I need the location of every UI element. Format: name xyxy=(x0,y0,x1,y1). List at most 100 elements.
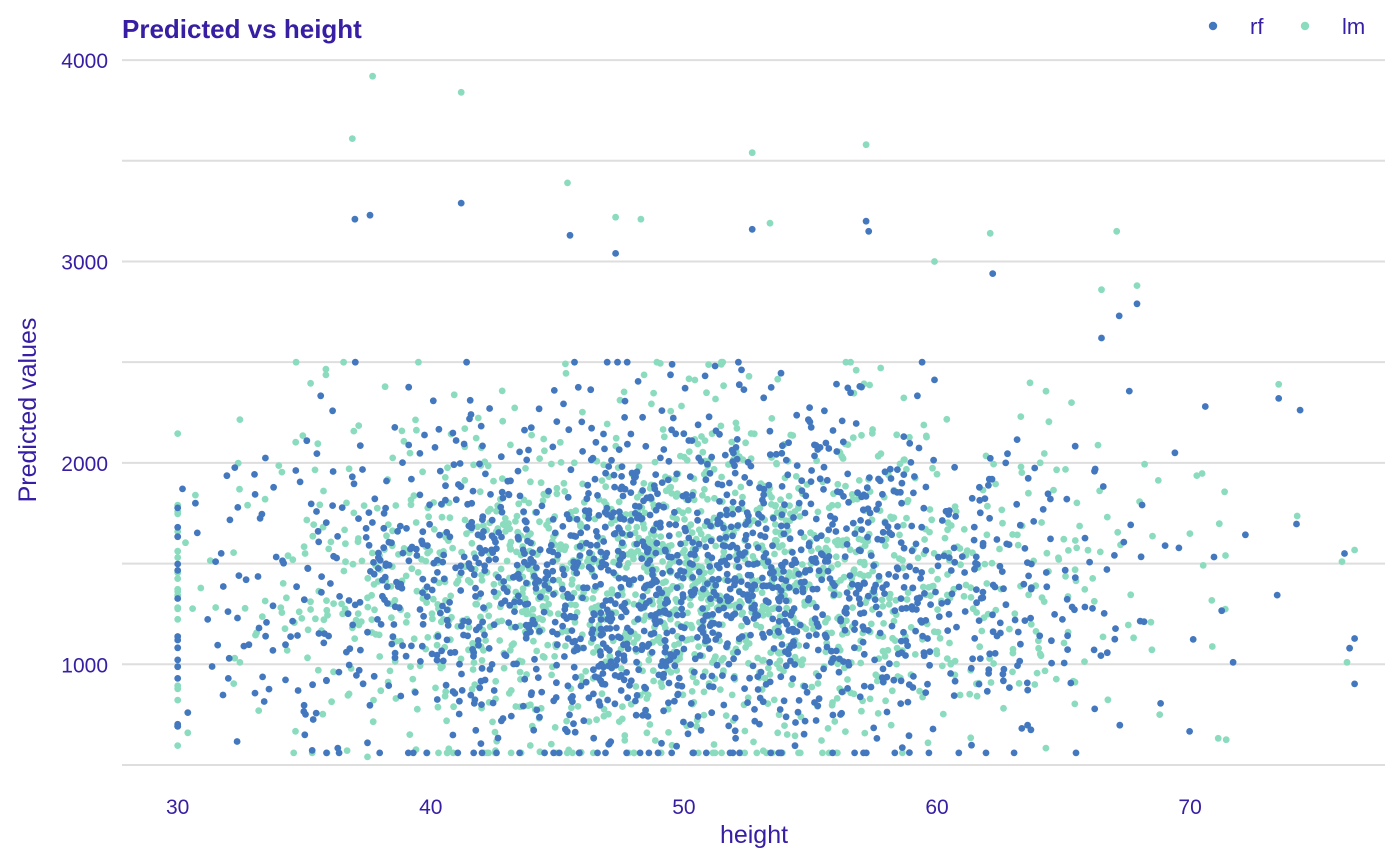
scatter-point-lm xyxy=(791,732,799,740)
scatter-point-rf xyxy=(419,528,427,536)
scatter-point-rf xyxy=(287,633,294,640)
scatter-point-lm xyxy=(1035,644,1042,652)
scatter-point-rf xyxy=(600,538,608,545)
scatter-point-rf xyxy=(523,579,530,587)
scatter-point-rf xyxy=(174,560,182,568)
scatter-point-rf xyxy=(544,571,552,579)
scatter-point-rf xyxy=(623,358,631,366)
scatter-point-lm xyxy=(933,647,940,655)
scatter-point-lm xyxy=(447,592,455,600)
scatter-point-rf xyxy=(665,532,673,540)
scatter-point-rf xyxy=(1100,610,1108,617)
scatter-point-rf xyxy=(1000,677,1007,685)
scatter-point-rf xyxy=(618,539,626,547)
scatter-point-rf xyxy=(627,489,635,496)
scatter-point-rf xyxy=(642,706,649,714)
scatter-point-rf xyxy=(646,597,653,605)
scatter-point-rf xyxy=(489,699,497,707)
scatter-point-rf xyxy=(608,633,616,641)
scatter-point-lm xyxy=(855,477,863,484)
scatter-point-lm xyxy=(788,681,795,688)
scatter-point-lm xyxy=(693,679,700,686)
scatter-point-lm xyxy=(824,615,831,622)
scatter-point-rf xyxy=(482,470,489,478)
scatter-point-rf xyxy=(774,583,782,591)
scatter-point-rf xyxy=(470,571,478,579)
scatter-point-rf xyxy=(480,604,487,612)
scatter-point-rf xyxy=(370,672,378,680)
scatter-point-lm xyxy=(834,560,842,568)
scatter-point-rf xyxy=(516,598,524,606)
scatter-point-lm xyxy=(697,530,705,538)
scatter-point-lm xyxy=(839,455,847,462)
x-axis-ticks: 30 40 50 60 70 xyxy=(166,796,1202,819)
scatter-point-lm xyxy=(1038,594,1046,601)
scatter-point-lm xyxy=(368,616,376,623)
scatter-point-rf xyxy=(951,558,959,566)
scatter-point-rf xyxy=(706,645,713,652)
scatter-point-rf xyxy=(560,571,568,579)
scatter-point-rf xyxy=(812,717,820,724)
scatter-point-rf xyxy=(1186,728,1193,735)
scatter-point-rf xyxy=(822,439,830,447)
scatter-point-rf xyxy=(929,725,937,733)
scatter-point-rf xyxy=(596,648,604,655)
scatter-point-rf xyxy=(749,662,757,670)
scatter-point-lm xyxy=(236,416,244,423)
scatter-point-lm xyxy=(384,521,392,528)
scatter-point-rf xyxy=(604,566,612,574)
scatter-point-rf xyxy=(740,386,748,393)
scatter-point-lm xyxy=(1149,532,1156,540)
scatter-point-lm xyxy=(944,526,951,534)
scatter-point-lm xyxy=(275,462,283,469)
scatter-point-rf xyxy=(522,634,530,642)
scatter-point-rf xyxy=(729,458,737,465)
scatter-point-rf xyxy=(351,358,359,366)
scatter-point-rf xyxy=(841,553,849,560)
scatter-point-rf xyxy=(611,672,619,679)
scatter-point-rf xyxy=(918,523,926,531)
scatter-point-rf xyxy=(801,578,808,586)
scatter-point-rf xyxy=(1115,312,1123,320)
scatter-point-rf xyxy=(1125,387,1133,395)
scatter-point-rf xyxy=(419,620,427,628)
scatter-point-rf xyxy=(780,530,788,538)
scatter-point-lm xyxy=(412,519,420,526)
scatter-point-lm xyxy=(174,682,182,690)
scatter-point-rf xyxy=(465,618,472,626)
scatter-point-rf xyxy=(589,626,597,633)
scatter-point-rf xyxy=(443,606,451,614)
scatter-point-lm xyxy=(973,609,980,616)
scatter-point-lm xyxy=(461,476,469,484)
scatter-point-lm xyxy=(400,437,408,445)
scatter-point-rf xyxy=(680,718,687,726)
scatter-point-rf xyxy=(362,525,370,532)
scatter-point-lm xyxy=(598,690,606,698)
scatter-point-rf xyxy=(908,603,916,610)
x-tick-label: 30 xyxy=(166,796,189,819)
scatter-point-rf xyxy=(595,512,603,519)
scatter-point-rf xyxy=(475,641,482,649)
scatter-point-lm xyxy=(774,729,782,737)
scatter-point-rf xyxy=(766,451,774,458)
scatter-point-lm xyxy=(376,653,384,660)
scatter-point-lm xyxy=(739,456,747,463)
scatter-point-rf xyxy=(790,514,797,521)
scatter-point-rf xyxy=(1098,334,1105,342)
scatter-point-rf xyxy=(458,670,465,678)
scatter-point-rf xyxy=(900,544,908,552)
scatter-point-lm xyxy=(309,532,317,540)
scatter-point-lm xyxy=(824,725,832,732)
scatter-point-rf xyxy=(593,541,601,549)
scatter-point-rf xyxy=(914,599,921,607)
scatter-point-lm xyxy=(914,554,922,562)
scatter-point-rf xyxy=(457,562,465,570)
scatter-point-lm xyxy=(929,464,936,472)
scatter-point-rf xyxy=(481,567,489,574)
scatter-point-rf xyxy=(419,589,426,596)
scatter-point-rf xyxy=(608,456,615,464)
scatter-point-rf xyxy=(1229,658,1237,666)
scatter-point-rf xyxy=(746,479,753,487)
scatter-point-rf xyxy=(825,445,833,452)
scatter-point-rf xyxy=(669,414,677,422)
